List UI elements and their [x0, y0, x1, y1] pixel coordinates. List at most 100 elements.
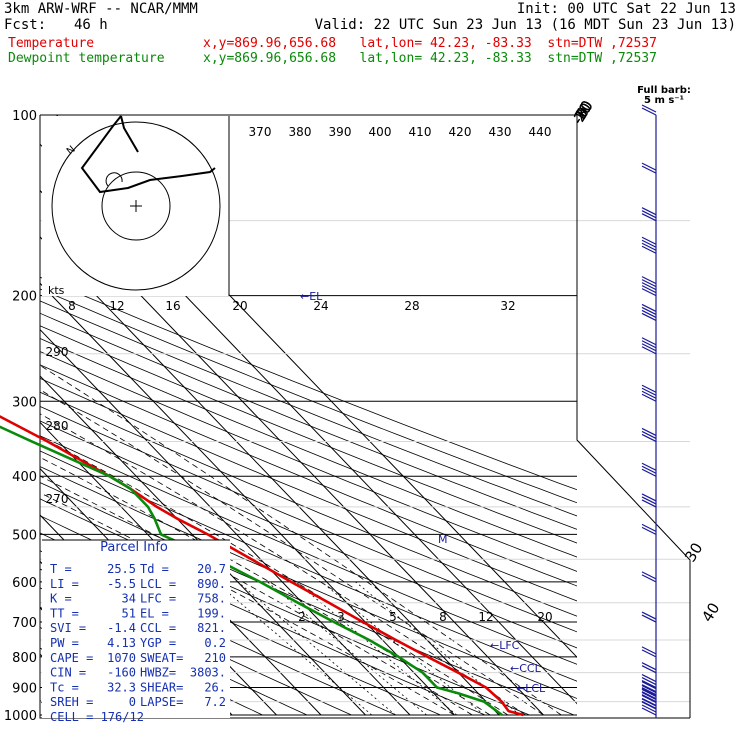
wind-barb-flag — [641, 691, 657, 700]
parcel-row-label: TT = — [50, 606, 79, 620]
wind-barb-flag — [641, 288, 657, 297]
wind-barb-flag — [641, 685, 657, 694]
parcel-row-label: LI = — [50, 577, 79, 591]
wind-barb — [641, 276, 657, 297]
wind-barb — [641, 646, 657, 658]
temperature-label: 30 — [681, 539, 706, 565]
parcel-row-value: 758. — [197, 592, 226, 606]
wind-barb — [641, 681, 657, 696]
wind-barb-flag — [641, 387, 657, 396]
moist-adiabat — [40, 364, 562, 716]
pressure-label: 900 — [12, 682, 37, 697]
wind-barb-flag — [641, 236, 657, 245]
profiles-layer — [0, 415, 524, 717]
isotherm — [40, 236, 500, 716]
parcel-row-label: LCL = — [140, 577, 176, 591]
level-marker-m: M — [438, 533, 448, 546]
wind-barb-flag — [641, 704, 657, 713]
parcel-row-value: 890. — [197, 577, 226, 591]
legend-dewpoint-label: Dewpoint temperature — [8, 51, 165, 66]
theta-label: 390 — [329, 125, 352, 139]
level-marker-lfc: ←LFC — [490, 639, 520, 652]
theta-label: 410 — [409, 125, 432, 139]
wind-barb-flag — [641, 523, 657, 532]
wind-barb-flag — [641, 162, 657, 171]
hodograph-ring-label: 12 — [109, 299, 124, 313]
wind-barb-flag — [641, 210, 657, 219]
hodograph-ring — [51, 121, 221, 291]
diagram-axis — [39, 115, 690, 719]
parcel-row-label: SWEAT= — [140, 651, 183, 665]
parcel-row-value: 7.2 — [204, 695, 226, 709]
theta-label: 440 — [529, 125, 552, 139]
isotherm — [0, 115, 10, 715]
forecast-hour: 46 h — [74, 17, 108, 33]
parcel-row-label: LAPSE= — [140, 695, 183, 709]
isotherm — [40, 375, 366, 716]
parcel-row-value: 26. — [204, 680, 226, 694]
theta-lower-label: 280 — [46, 419, 69, 433]
parcel-row-label: CCL = — [140, 621, 176, 635]
wind-barb-flag — [641, 611, 657, 620]
wind-barb-flag — [641, 433, 657, 442]
theta-label: 400 — [369, 125, 392, 139]
wind-barb — [641, 523, 657, 535]
theta-label: 380 — [289, 125, 312, 139]
parcel-row-label: SHEAR= — [140, 680, 183, 694]
wind-barb-flag — [641, 646, 657, 655]
pressure-label: 200 — [12, 290, 37, 305]
wind-barb-flag — [641, 245, 657, 254]
parcel-row-label: T = — [50, 562, 72, 576]
wind-barb — [641, 611, 657, 623]
wind-barb — [641, 662, 657, 674]
wind-barb-flag — [641, 340, 657, 349]
hodograph-ring-label: 32 — [500, 299, 515, 313]
wind-barb-flag — [641, 393, 657, 402]
pressure-label: 500 — [12, 528, 37, 543]
moist-adiabat — [40, 456, 491, 716]
theta-label: 420 — [449, 125, 472, 139]
parcel-info-background — [42, 540, 230, 718]
wind-barb — [641, 104, 657, 116]
hodograph-ring — [101, 171, 171, 241]
wind-barb-flag — [641, 496, 657, 505]
mixing-ratio-label: 8 — [439, 610, 447, 624]
wind-barb-flag — [641, 677, 657, 686]
parcel-row-value: 199. — [197, 606, 226, 620]
mixing-ratio-label: 12 — [478, 610, 493, 624]
wind-barb-flag — [641, 680, 657, 689]
wind-barb-flag — [641, 427, 657, 436]
level-marker-lcl: ←LCL — [516, 682, 546, 695]
wind-barb-flag — [641, 674, 657, 683]
legend-temperature-label: Temperature — [8, 36, 95, 51]
hodograph-ring-label: 24 — [313, 299, 328, 313]
moist-adiabat — [40, 492, 455, 716]
wind-barb-flag — [641, 312, 657, 321]
parcel-row-value: -1.4 — [107, 621, 136, 635]
wind-barb — [641, 462, 657, 477]
wind-barb-flag — [641, 242, 657, 251]
wind-barb-flag — [641, 239, 657, 248]
wind-barb-flag — [641, 694, 657, 703]
dewpoint-profile — [0, 425, 503, 717]
parcel-row-label: SREH = — [50, 695, 93, 709]
hodograph-kts-label: kts — [48, 284, 65, 297]
hodograph-ring-label: 28 — [404, 299, 419, 313]
barb-note-line2: 5 m s⁻¹ — [644, 95, 684, 106]
wind-barb-flag — [641, 571, 657, 580]
wind-barb-flag — [641, 462, 657, 471]
wind-barb — [641, 384, 657, 402]
wind-barb — [641, 303, 657, 321]
pressure-label: 1000 — [4, 709, 37, 724]
wind-barb-flag — [641, 279, 657, 288]
wind-barb — [641, 207, 657, 222]
wind-barb — [641, 674, 657, 689]
wind-barb-flag — [641, 165, 657, 174]
mixing-ratio-label: 3 — [337, 610, 345, 624]
wind-barb — [641, 493, 657, 508]
theta-lower-label: 290 — [46, 345, 69, 359]
pressure-label: 400 — [12, 470, 37, 485]
level-marker-ccl: ←CCL — [510, 662, 542, 675]
